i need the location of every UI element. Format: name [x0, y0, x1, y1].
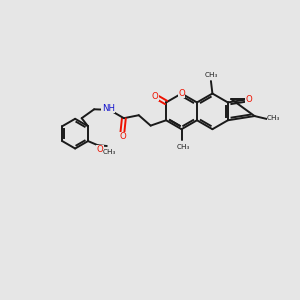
Text: O: O: [178, 89, 185, 98]
Text: O: O: [97, 145, 104, 154]
Text: CH₃: CH₃: [176, 144, 190, 150]
Text: O: O: [246, 94, 252, 103]
Text: CH₃: CH₃: [204, 72, 218, 78]
Text: CH₃: CH₃: [267, 116, 280, 122]
Text: NH: NH: [102, 103, 115, 112]
Text: O: O: [152, 92, 159, 101]
Text: O: O: [119, 132, 126, 141]
Text: CH₃: CH₃: [103, 149, 116, 155]
